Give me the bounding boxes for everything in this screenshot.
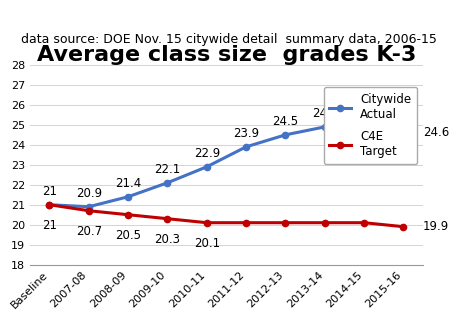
Legend: Citywide
Actual, C4E
Target: Citywide Actual, C4E Target bbox=[324, 87, 417, 164]
Text: 22.9: 22.9 bbox=[194, 147, 220, 160]
Title: Average class size  grades K-3: Average class size grades K-3 bbox=[37, 45, 416, 65]
Text: 24.6: 24.6 bbox=[423, 126, 449, 139]
Text: 24.7: 24.7 bbox=[351, 111, 377, 124]
Text: 21.4: 21.4 bbox=[115, 177, 141, 190]
Text: 19.9: 19.9 bbox=[423, 220, 449, 233]
Text: 20.3: 20.3 bbox=[154, 233, 180, 246]
Text: 20.9: 20.9 bbox=[76, 187, 102, 200]
Text: 20.1: 20.1 bbox=[194, 236, 220, 249]
Text: data source: DOE Nov. 15 citywide detail  summary data, 2006-15: data source: DOE Nov. 15 citywide detail… bbox=[21, 33, 437, 46]
Text: 20.5: 20.5 bbox=[115, 229, 141, 242]
Text: 21: 21 bbox=[42, 185, 57, 198]
Text: 22.1: 22.1 bbox=[154, 163, 180, 176]
Text: 24.5: 24.5 bbox=[273, 115, 299, 128]
Text: 20.7: 20.7 bbox=[76, 225, 102, 238]
Text: 21: 21 bbox=[42, 219, 57, 232]
Text: 23.9: 23.9 bbox=[233, 127, 259, 140]
Text: 24.9: 24.9 bbox=[311, 107, 338, 120]
